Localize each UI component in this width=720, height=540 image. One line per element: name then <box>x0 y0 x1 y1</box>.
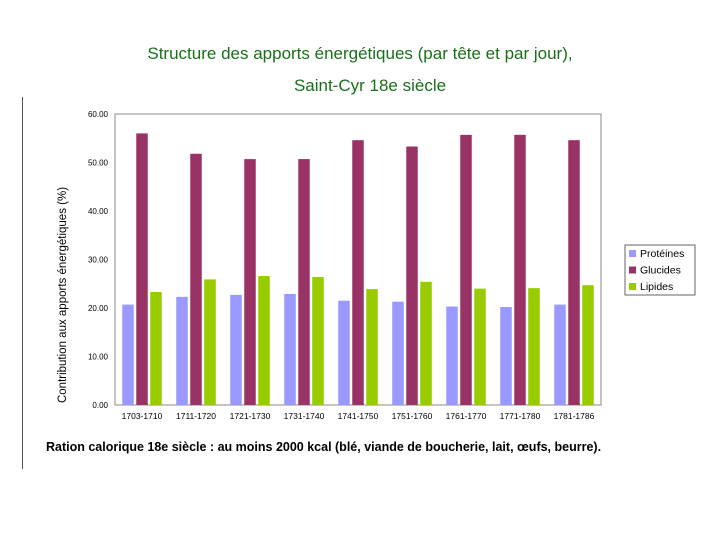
x-tick-label: 1751-1760 <box>392 411 433 421</box>
legend-swatch-glucides <box>629 266 636 274</box>
legend-swatch-protéines <box>629 250 636 257</box>
bar-protéines-1771-1780 <box>500 307 512 405</box>
y-axis: 0.00 10.00 20.00 30.00 40.00 50.00 60.00 <box>88 110 109 410</box>
bars <box>122 133 594 406</box>
bar-lipides-1771-1780 <box>528 288 540 405</box>
legend-label: Glucides <box>640 265 681 277</box>
bar-lipides-1711-1720 <box>204 279 216 405</box>
y-tick-label: 0.00 <box>92 401 108 410</box>
bar-protéines-1761-1770 <box>446 306 458 405</box>
x-tick-label: 1703-1710 <box>122 411 163 421</box>
x-tick-label: 1721-1730 <box>230 411 271 421</box>
y-tick-label: 10.00 <box>88 353 109 362</box>
x-tick-label: 1761-1770 <box>446 411 487 421</box>
bar-protéines-1751-1760 <box>392 301 404 405</box>
x-tick-label: 1741-1750 <box>338 411 379 421</box>
x-tick-label: 1771-1780 <box>500 411 541 421</box>
y-tick-label: 40.00 <box>88 207 109 216</box>
bar-lipides-1703-1710 <box>150 291 162 405</box>
legend-box <box>624 244 696 296</box>
bar-glucides-1761-1770 <box>460 134 472 406</box>
legend-swatch-lipides <box>629 283 636 290</box>
y-tick-label: 30.00 <box>88 256 109 265</box>
bar-lipides-1741-1750 <box>366 289 378 405</box>
bar-protéines-1781-1786 <box>554 304 566 405</box>
x-tick-label: 1711-1720 <box>176 411 216 421</box>
bar-lipides-1761-1770 <box>474 288 486 405</box>
caption: Ration calorique 18e siècle : au moins 2… <box>46 440 602 454</box>
bar-glucides-1751-1760 <box>406 146 418 405</box>
legend-label: Protéines <box>640 248 684 260</box>
bar-glucides-1711-1720 <box>190 153 202 405</box>
chart-title-line2: Saint-Cyr 18e siècle <box>293 76 447 95</box>
y-tick-label: 60.00 <box>88 110 109 119</box>
bar-glucides-1771-1780 <box>514 134 526 406</box>
bar-glucides-1741-1750 <box>352 140 364 405</box>
bar-lipides-1781-1786 <box>582 285 594 405</box>
legend-label: Lipides <box>640 281 673 293</box>
bar-glucides-1731-1740 <box>298 159 310 405</box>
bar-protéines-1703-1710 <box>122 304 134 405</box>
left-divider-line <box>22 97 23 469</box>
x-axis: 1703-1710 1711-1720 1721-1730 1731-1740 1741… <box>122 411 595 421</box>
bar-glucides-1721-1730 <box>244 159 256 405</box>
chart-title-line1: Structure des apports énergétiques (par … <box>147 44 573 63</box>
bar-glucides-1703-1710 <box>136 133 148 405</box>
bar-lipides-1731-1740 <box>312 276 324 405</box>
bar-protéines-1741-1750 <box>338 300 350 405</box>
bar-protéines-1731-1740 <box>284 293 296 405</box>
y-tick-label: 50.00 <box>88 159 109 168</box>
y-tick-label: 20.00 <box>88 304 109 313</box>
bar-protéines-1711-1720 <box>176 296 188 405</box>
x-tick-label: 1731-1740 <box>284 411 325 421</box>
bar-lipides-1721-1730 <box>258 275 270 405</box>
bar-lipides-1751-1760 <box>420 281 432 405</box>
bar-protéines-1721-1730 <box>230 294 242 405</box>
x-tick-label: 1781-1786 <box>554 411 595 421</box>
bar-glucides-1781-1786 <box>568 140 580 405</box>
y-axis-label: Contribution aux apports énergétiques (%… <box>57 187 69 403</box>
legend: Protéines Glucides Lipides <box>624 244 696 296</box>
